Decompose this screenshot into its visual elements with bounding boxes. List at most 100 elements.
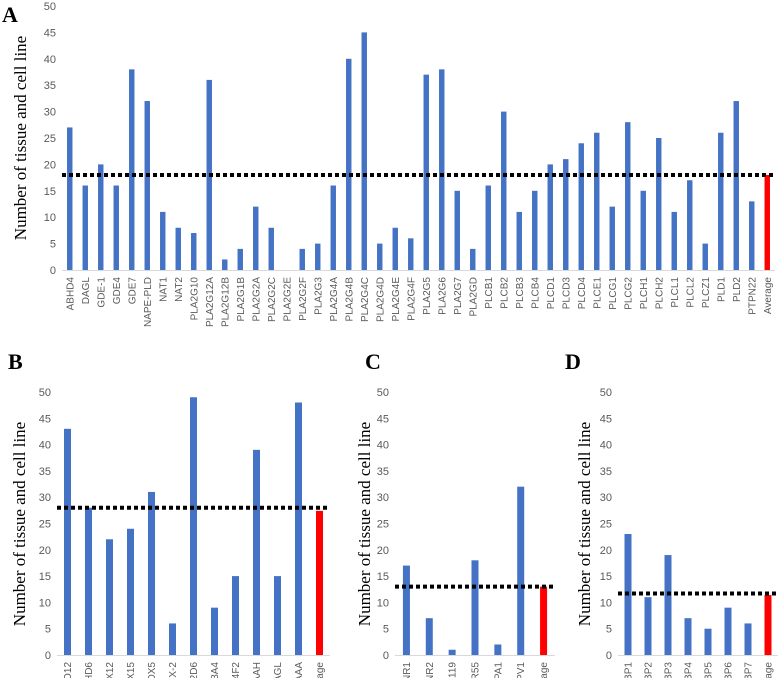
panel-a-xtick-nape-pld: NAPE-PLD [143,277,154,327]
panel-a-xtick-plch1: PLCH1 [639,277,650,310]
panel-a-bar-plcl2 [687,180,693,270]
panel-a-bar-pld2 [733,101,739,270]
panel-c: C Number of tissue and cell line 0 5 10 15 2… [355,349,555,678]
panel-c-ytick-10: 10 [377,597,389,609]
panel-a-xtick-pla2g6: PLA2G6 [437,277,448,315]
panel-b-ytick-25: 25 [39,519,51,531]
panel-a-xtick-pla2g10: PLA2G10 [189,277,200,321]
panel-a-xtick-pla2g4b: PLA2G4B [344,277,355,322]
panel-a-bar-pla2g4e [392,227,398,270]
panel-a-xtick-pla2g4a: PLA2G4A [329,277,340,322]
panel-b-ytick-5: 5 [45,624,51,636]
panel-a-xtick-gde4: GDE4 [112,277,123,305]
panel-c-ytick-50: 50 [377,387,389,399]
panel-d-bar-fabp7 [744,623,752,655]
panel-a-ytick-30: 30 [44,107,56,119]
panel-a-bar-pld1 [718,132,724,270]
panel-d-ytick-5: 5 [606,624,612,636]
panel-c-xtick-cnr1: CNR1 [402,662,413,678]
panel-a: A Number of tissue and cell line 0 5 10 15 2… [2,1,775,327]
panel-c-xtick-gpr119: GPR119 [448,662,459,678]
panel-b-xtick-average: Average [315,662,326,678]
panel-d: D Number of tissue and cell line 0 5 10 15 2… [565,349,778,678]
panel-a-bar-plcd1 [547,164,553,270]
panel-a-bar-plcd3 [563,159,569,270]
panel-d-xtick-average: Average [764,662,775,678]
panel-a-bar-nape-pld [144,101,150,270]
panel-a-xtick-plce1: PLCE1 [592,277,603,309]
panel-b-ytick-15: 15 [39,571,51,583]
panel-d-letter: D [565,349,581,374]
panel-d-xtick-fabp2: FABP2 [644,662,655,678]
panel-a-bar-plcg2 [625,122,631,270]
panel-a-bar-pla2g4d [377,243,383,270]
panel-a-xtick-nat1: NAT1 [158,277,169,302]
panel-c-ytick-15: 15 [377,571,389,583]
panel-a-xtick-pla2g2c: PLA2G2C [267,277,278,322]
panel-a-ytick-20: 20 [44,159,56,171]
panel-a-bar-pla2g1b [237,248,243,270]
panel-c-bar-average [540,586,548,655]
panel-a-ytick-45: 45 [44,27,56,39]
panel-b-bar-cyp2d6 [190,397,197,655]
panel-a-xtick-pld2: PLD2 [732,277,743,302]
panel-c-bar-trpv1 [517,486,525,655]
panel-d-bar-fabp5 [704,628,712,655]
panel-b-xtick-naaa: NAAA [294,662,305,678]
panel-b-bar-alox12 [106,539,113,655]
panel-a-xtick-pla2g2f: PLA2G2F [298,277,309,321]
panel-c-xtick-trpv1: TRPV1 [516,662,527,678]
panel-c-xtick-gpr55: GPR55 [471,662,482,678]
panel-b-bar-naaa [295,402,302,655]
panel-b-bar-cyp3a4 [211,607,218,655]
panel-b-ytick-20: 20 [39,545,51,557]
panel-a-xtick-plcb4: PLCB4 [530,277,541,309]
panel-a-bar-pla2g3 [315,243,321,270]
panel-c-ytick-25: 25 [377,519,389,531]
panel-a-ytick-35: 35 [44,80,56,92]
panel-a-bar-plch1 [640,190,646,270]
panel-a-bar-plce1 [594,132,600,270]
panel-d-ytick-50: 50 [600,387,612,399]
panel-b-bar-magl [274,576,281,655]
panel-a-bar-plcd4 [578,143,584,270]
panel-b-bar-alox15 [127,528,134,655]
panel-a-bar-plcl1 [671,211,677,270]
panel-a-xtick-gde-1: GDE-1 [96,277,107,308]
panel-c-bar-trpa1 [494,644,502,655]
panel-a-bar-nat1 [160,211,166,270]
panel-a-xtick-plch2: PLCH2 [654,277,665,310]
panel-a-bar-pla2g4b [346,58,352,270]
panel-a-ytick-5: 5 [50,239,56,251]
panel-d-bar-fabp4 [684,618,692,655]
panel-a-xtick-plcb2: PLCB2 [499,277,510,309]
panel-b-bar-cox-2 [169,623,176,655]
panel-c-bar-gpr119 [448,649,456,655]
panel-a-bar-pla2g12b [222,259,228,270]
panel-b-xtick-faah: FAAH [252,662,263,678]
panel-a-xtick-plcd1: PLCD1 [546,277,557,310]
panel-a-ytick-50: 50 [44,1,56,13]
panel-b-bar-abhd12 [64,428,71,655]
panel-b-bar-cyp4f2 [232,576,239,655]
panel-a-bar-pla2g5 [423,74,429,270]
panel-b-ytick-40: 40 [39,440,51,452]
panel-b-xtick-abhd12: ABHD12 [63,662,74,678]
panel-c-ytick-30: 30 [377,492,389,504]
panel-a-xtick-plcl1: PLCL1 [670,277,681,308]
panel-a-ytick-0: 0 [50,265,56,277]
panel-d-ylabel: Number of tissue and cell line [575,422,594,626]
panel-a-bar-plcz1 [702,243,708,270]
panel-a-bar-pla2g4a [330,185,336,270]
panel-d-ytick-25: 25 [600,519,612,531]
panel-a-ytick-25: 25 [44,133,56,145]
panel-a-xtick-pla2g4d: PLA2G4D [375,277,386,322]
panel-a-xtick-pla2gd: PLA2GD [468,277,479,316]
panel-a-xtick-plcb1: PLCB1 [484,277,495,309]
panel-a-xtick-plcb3: PLCB3 [515,277,526,309]
panel-b-ytick-10: 10 [39,597,51,609]
panel-a-xtick-ptpn22: PTPN22 [747,277,758,315]
panel-a-xtick-pla2g12a: PLA2G12A [205,277,216,327]
panel-a-bar-gde-1 [98,164,104,270]
